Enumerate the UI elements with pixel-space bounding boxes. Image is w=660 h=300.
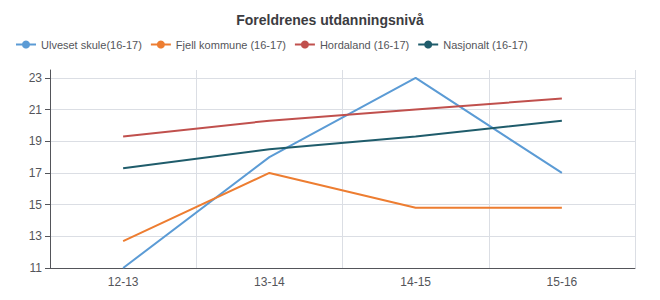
svg-text:23: 23 [29,71,43,85]
svg-text:13-14: 13-14 [254,275,285,289]
svg-text:Ulveset skule(16-17): Ulveset skule(16-17) [41,39,142,51]
svg-text:Nasjonalt (16-17): Nasjonalt (16-17) [443,39,527,51]
svg-text:15-16: 15-16 [547,275,578,289]
svg-text:12-13: 12-13 [108,275,139,289]
svg-text:15: 15 [29,198,43,212]
svg-text:21: 21 [29,103,43,117]
svg-text:14-15: 14-15 [400,275,431,289]
svg-text:13: 13 [29,229,43,243]
svg-text:Fjell kommune (16-17): Fjell kommune (16-17) [176,39,286,51]
svg-text:17: 17 [29,166,43,180]
svg-text:Hordaland (16-17): Hordaland (16-17) [320,39,409,51]
svg-text:11: 11 [30,261,43,275]
svg-text:Foreldrenes utdanningsnivå: Foreldrenes utdanningsnivå [236,12,424,28]
svg-text:19: 19 [29,134,43,148]
